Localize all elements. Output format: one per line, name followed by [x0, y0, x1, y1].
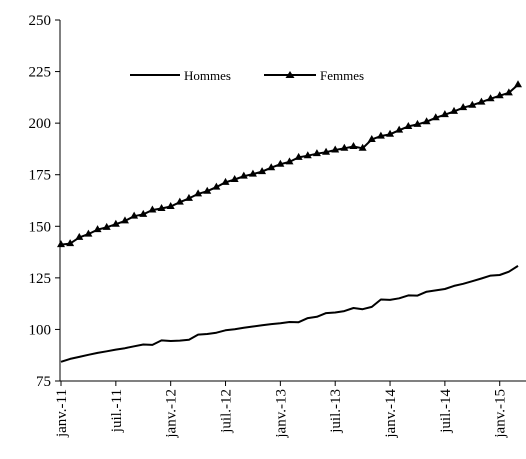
- data-point-femmes: [358, 143, 367, 151]
- data-point-femmes: [120, 216, 129, 224]
- data-point-femmes: [66, 239, 75, 247]
- y-tick-label: 75: [36, 374, 51, 390]
- data-point-femmes: [468, 100, 477, 108]
- y-axis: 75 100 125 150 175 200 225 250: [29, 13, 61, 390]
- y-tick-label: 175: [29, 168, 52, 184]
- x-axis: janv.-11 juil.-11 janv.-12 juil.-12 janv.-13…: [54, 380, 526, 439]
- data-point-femmes: [495, 91, 504, 99]
- data-point-femmes: [93, 225, 102, 233]
- legend-label-femmes: Femmes: [320, 68, 364, 83]
- data-point-femmes: [267, 163, 276, 171]
- data-point-femmes: [111, 219, 120, 227]
- data-point-femmes: [303, 151, 312, 159]
- x-tick-label: janv.-13: [273, 389, 289, 439]
- data-point-femmes: [258, 167, 267, 175]
- data-point-femmes: [294, 152, 303, 160]
- data-point-femmes: [276, 159, 285, 167]
- data-point-femmes: [139, 209, 148, 217]
- y-tick-label: 125: [29, 271, 52, 287]
- data-point-femmes: [422, 117, 431, 125]
- data-point-femmes: [175, 197, 184, 205]
- legend: Hommes Femmes: [118, 58, 388, 96]
- data-point-femmes: [367, 134, 376, 142]
- y-tick-label: 250: [29, 13, 52, 29]
- data-point-femmes: [486, 94, 495, 102]
- x-tick-label: janv.-11: [54, 389, 70, 438]
- data-point-femmes: [404, 121, 413, 129]
- data-point-femmes: [431, 113, 440, 121]
- data-point-femmes: [102, 222, 111, 230]
- data-point-femmes: [395, 125, 404, 133]
- data-point-femmes: [477, 97, 486, 105]
- legend-label-hommes: Hommes: [184, 68, 231, 83]
- data-point-femmes: [203, 186, 212, 194]
- data-point-femmes: [413, 119, 422, 127]
- legend-box: [118, 58, 388, 96]
- x-tick-label: juil.-12: [219, 389, 235, 434]
- data-point-femmes: [184, 193, 193, 201]
- series-layer: [57, 80, 522, 363]
- data-point-femmes: [194, 189, 203, 197]
- data-point-femmes: [450, 106, 459, 114]
- data-point-femmes: [386, 129, 395, 137]
- x-tick-label: juil.-14: [438, 389, 454, 434]
- y-tick-label: 150: [29, 219, 52, 235]
- data-point-femmes: [331, 145, 340, 153]
- data-point-femmes: [440, 110, 449, 118]
- x-tick-label: juil.-13: [328, 389, 344, 434]
- data-point-femmes: [221, 177, 230, 185]
- data-point-femmes: [84, 229, 93, 237]
- y-tick-label: 100: [29, 322, 52, 338]
- x-tick-label: janv.-14: [383, 389, 399, 439]
- data-point-femmes: [130, 211, 139, 219]
- data-point-femmes: [514, 80, 522, 88]
- data-point-femmes: [349, 141, 358, 149]
- data-point-femmes: [285, 157, 294, 165]
- x-tick-label: juil.-11: [109, 389, 125, 433]
- x-tick-label: janv.-15: [493, 389, 509, 439]
- data-point-femmes: [312, 149, 321, 157]
- data-point-femmes: [75, 232, 84, 240]
- data-point-femmes: [459, 103, 468, 111]
- data-point-femmes: [504, 88, 513, 96]
- data-point-femmes: [322, 147, 331, 155]
- data-point-femmes: [148, 205, 157, 213]
- data-point-femmes: [376, 131, 385, 139]
- data-point-femmes: [57, 240, 65, 248]
- x-tick-label: janv.-12: [164, 389, 180, 439]
- data-point-femmes: [166, 201, 175, 209]
- data-point-femmes: [248, 169, 257, 177]
- data-point-femmes: [239, 171, 248, 179]
- legend-marker-femmes: [285, 71, 295, 78]
- data-point-femmes: [212, 182, 221, 190]
- data-point-femmes: [230, 174, 239, 182]
- data-point-femmes: [157, 204, 166, 212]
- data-point-femmes: [340, 143, 349, 151]
- series-line-hommes: [60, 265, 519, 363]
- y-tick-label: 200: [29, 116, 52, 132]
- y-tick-label: 225: [29, 65, 52, 81]
